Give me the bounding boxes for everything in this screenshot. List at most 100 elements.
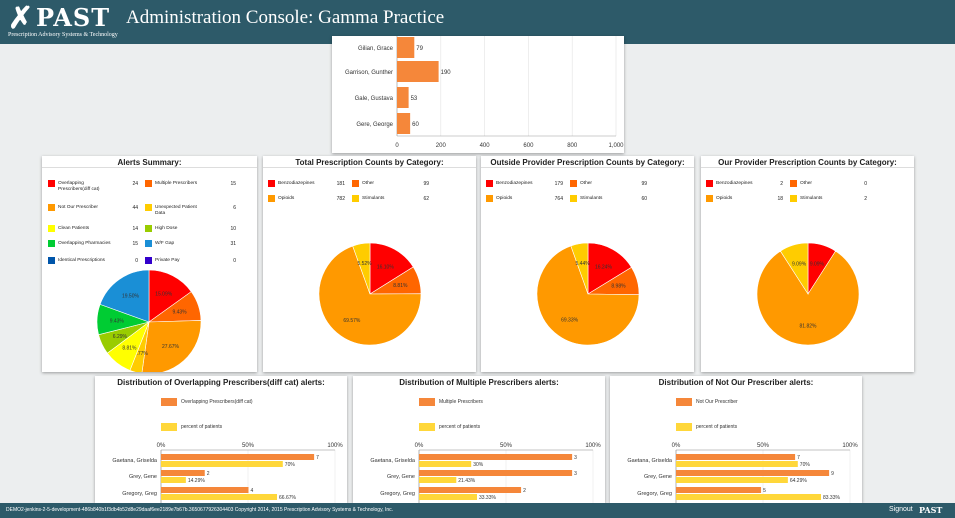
legend-label: Stimulants bbox=[800, 196, 823, 201]
legend-label: Overlapping Prescribers(diff cat) bbox=[58, 181, 100, 192]
bar bbox=[397, 87, 409, 108]
top-prescriber-chart: 0 200 400 600 800 1,000 Gilian, Grace 79 Garriso… bbox=[345, 36, 624, 149]
x-tick-label: 0% bbox=[415, 443, 424, 449]
legend-swatch bbox=[706, 180, 713, 187]
count-bar-label: 3 bbox=[574, 455, 577, 461]
legend-swatch bbox=[268, 195, 275, 202]
legend-label: Benzodiazepines bbox=[278, 181, 315, 186]
pie-slice bbox=[369, 242, 414, 295]
legend-value: 2 bbox=[864, 196, 867, 202]
count-bar bbox=[419, 454, 573, 460]
slice-label: 8.98% bbox=[611, 284, 626, 290]
pie-slice bbox=[352, 242, 371, 295]
bar bbox=[397, 61, 439, 82]
legend-swatch bbox=[676, 423, 692, 431]
legend-swatch bbox=[48, 257, 55, 264]
x-tick-label: 400 bbox=[480, 143, 491, 149]
legend-swatch bbox=[570, 195, 577, 202]
legend-label: Other bbox=[800, 181, 812, 186]
count-bar-label: 2 bbox=[207, 471, 210, 477]
legend-value: 99 bbox=[641, 181, 647, 187]
app-footer: DEMO2-jenkins-2-5-development-486b840b1f… bbox=[0, 503, 955, 518]
legend-swatch bbox=[268, 180, 275, 187]
pie-slice bbox=[99, 269, 150, 323]
count-bar-label: 2 bbox=[523, 488, 526, 494]
count-bar-label: 7 bbox=[316, 455, 319, 461]
percent-bar-label: 64.29% bbox=[790, 478, 808, 484]
legend-value: 2 bbox=[780, 181, 783, 187]
percent-bar-label: 33.33% bbox=[479, 495, 497, 501]
x-tick-label: 1,000 bbox=[608, 143, 624, 149]
pie-slice bbox=[148, 269, 192, 323]
category-label: Gale, Gustava bbox=[355, 96, 394, 102]
legend-value: 24 bbox=[132, 181, 138, 187]
x-tick-label: 600 bbox=[523, 143, 534, 149]
our-rx-panel: Our Provider Prescription Counts by Cate… bbox=[701, 156, 914, 372]
slice-label: 6.29% bbox=[113, 334, 128, 340]
legend-label: Multiple Prescribers bbox=[439, 399, 483, 405]
panel-divider bbox=[42, 167, 257, 168]
legend-swatch bbox=[570, 180, 577, 187]
total-rx-panel: Total Prescription Counts by Category: B… bbox=[263, 156, 476, 372]
legend-label: Unexpected Patient Data bbox=[155, 205, 197, 216]
legend-swatch bbox=[145, 204, 152, 211]
logo-text: PAST bbox=[36, 3, 111, 32]
percent-bar-label: 70% bbox=[285, 462, 296, 468]
legend-label: Opioids bbox=[716, 196, 733, 201]
legend-value: 99 bbox=[423, 181, 429, 187]
legend-value: 60 bbox=[641, 196, 647, 202]
legend-swatch bbox=[790, 180, 797, 187]
slice-label: 16.10% bbox=[377, 264, 395, 270]
legend-value: 15 bbox=[132, 241, 138, 247]
percent-bar-label: 83.33% bbox=[823, 495, 841, 501]
pie-slice bbox=[570, 242, 589, 295]
percent-bar bbox=[676, 477, 788, 483]
legend-label: Opioids bbox=[496, 196, 513, 201]
legend-swatch bbox=[706, 195, 713, 202]
legend-swatch bbox=[145, 180, 152, 187]
signout-link[interactable]: Signout bbox=[889, 506, 913, 513]
category-label: Grey, Gene bbox=[129, 474, 157, 480]
slice-label: 9.09% bbox=[810, 262, 825, 268]
legend-value: 6 bbox=[233, 205, 236, 211]
category-label: Gregory, Greg bbox=[380, 491, 415, 497]
dist-multiple-title: Distribution of Multiple Prescribers ale… bbox=[399, 378, 559, 387]
slice-label: 5.44% bbox=[576, 261, 591, 267]
our-rx-title: Our Provider Prescription Counts by Cate… bbox=[718, 158, 897, 167]
legend-label: W/F Gap bbox=[155, 241, 175, 246]
legend-label: Other bbox=[580, 181, 592, 186]
total-rx-title: Total Prescription Counts by Category: bbox=[295, 158, 444, 167]
percent-bar-label: 70% bbox=[800, 462, 811, 468]
past-logo[interactable]: ✗ PAST Prescription Advisory Systems & T… bbox=[8, 3, 118, 41]
panel-divider bbox=[263, 167, 476, 168]
footer-copyright: DEMO2-jenkins-2-5-development-486b840b1f… bbox=[6, 507, 394, 513]
bar-value-label: 53 bbox=[411, 96, 418, 102]
category-label: Grey, Gene bbox=[644, 474, 672, 480]
percent-bar-label: 21.43% bbox=[458, 478, 476, 484]
legend-value: 179 bbox=[554, 181, 563, 187]
count-bar bbox=[676, 487, 762, 493]
legend-swatch bbox=[145, 257, 152, 264]
category-label: Garrison, Gunther bbox=[345, 70, 393, 76]
outside-rx-title: Outside Provider Prescription Counts by … bbox=[490, 158, 685, 167]
pie-slice bbox=[141, 320, 202, 372]
count-bar bbox=[419, 470, 573, 476]
pie-slice bbox=[536, 245, 640, 346]
x-tick-label: 200 bbox=[436, 143, 447, 149]
legend-label: Overlapping Pharmacies bbox=[58, 241, 111, 246]
slice-label: 3.77% bbox=[134, 351, 149, 357]
legend-swatch bbox=[48, 180, 55, 187]
legend-label: Opioids bbox=[278, 196, 295, 201]
legend-swatch bbox=[48, 240, 55, 247]
dist-overlapping-chart: Overlapping Prescribers(diff cat) percent… bbox=[112, 398, 343, 503]
count-bar bbox=[161, 454, 315, 460]
category-label: Gregory, Greg bbox=[637, 491, 672, 497]
alerts-summary-panel: Alerts Summary: Overlapping Prescribers(… bbox=[42, 156, 257, 372]
category-label: Gaetana, Griselda bbox=[627, 458, 673, 464]
slice-label: 19.50% bbox=[122, 294, 140, 300]
legend-label: Clean Patients bbox=[58, 226, 90, 231]
slice-label: 8.81% bbox=[122, 346, 137, 352]
count-bar-label: 3 bbox=[574, 471, 577, 477]
category-label: Gaetana, Griselda bbox=[112, 458, 158, 464]
percent-bar bbox=[419, 494, 477, 500]
